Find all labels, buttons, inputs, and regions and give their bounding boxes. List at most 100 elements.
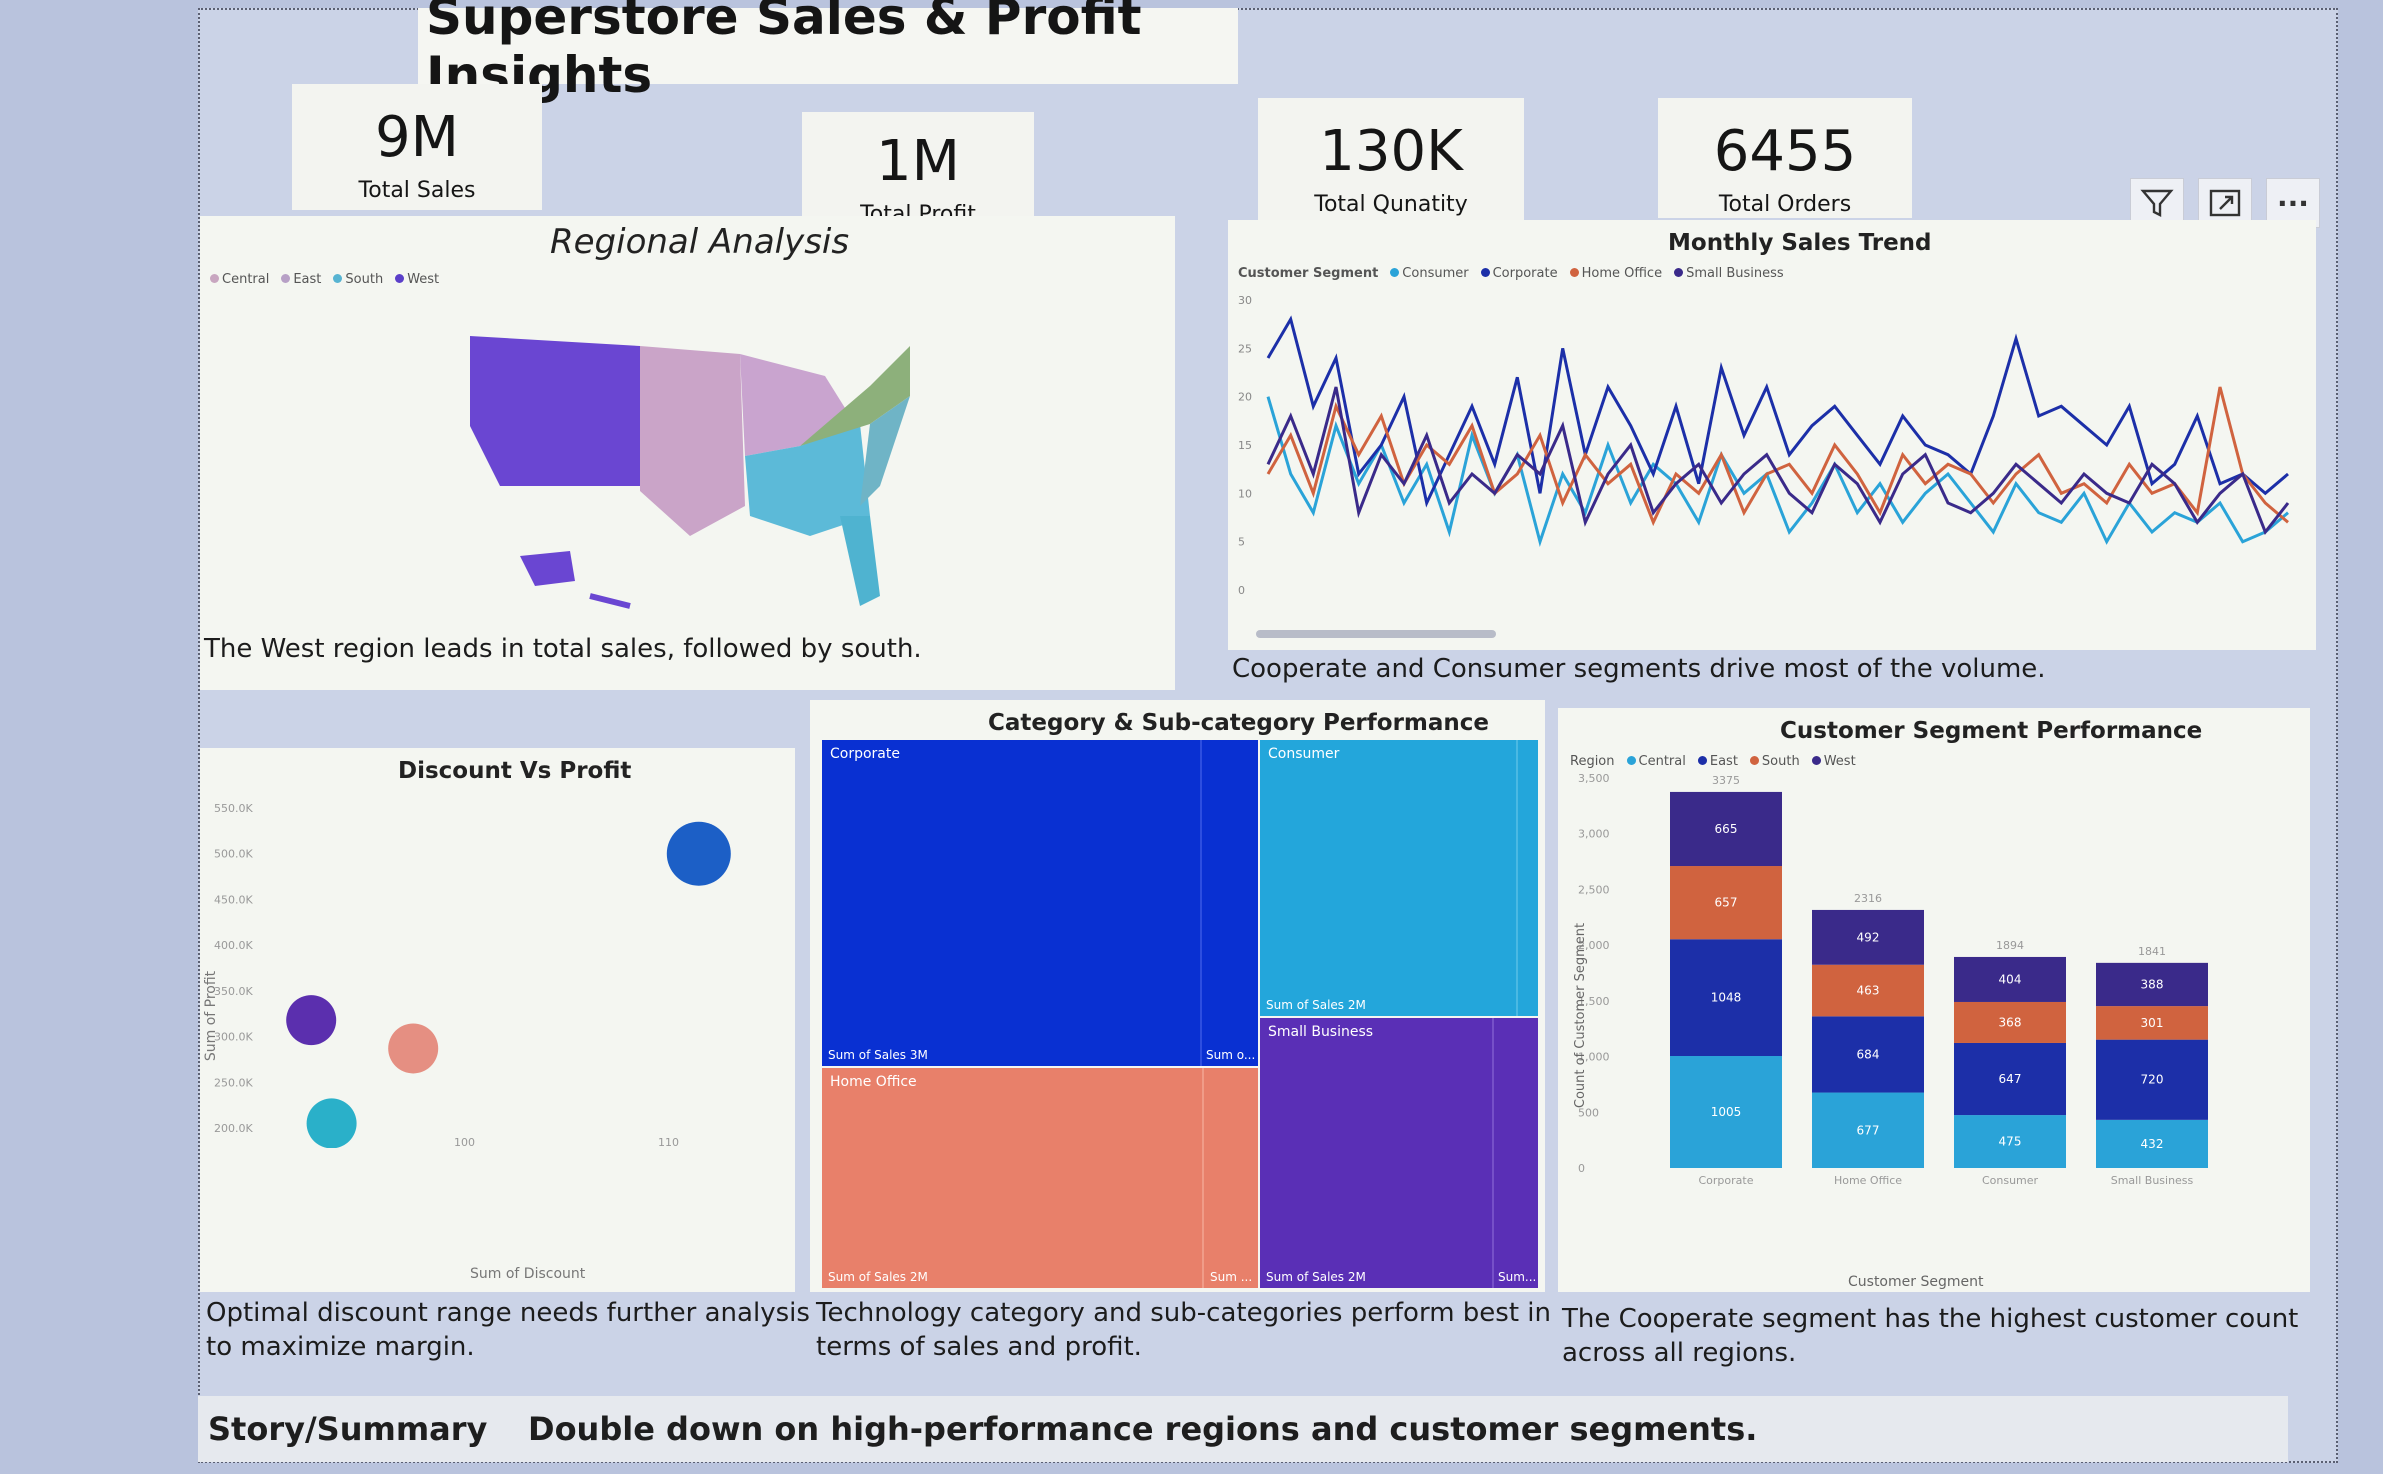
- treemap-tile-small-business[interactable]: Small Business Sum of Sales 2M Sum...: [1260, 1018, 1538, 1288]
- caption-line: to maximize margin.: [206, 1332, 475, 1362]
- bar-segment[interactable]: [1954, 1115, 2066, 1168]
- bar-segment[interactable]: [2096, 1006, 2208, 1040]
- bar-segment[interactable]: [2096, 1119, 2208, 1168]
- discount-profit-scatter[interactable]: 550.0K 500.0K 450.0K 400.0K 350.0K 300.0K 250.…: [200, 788, 795, 1148]
- y-tick-label: 20: [1238, 391, 1252, 404]
- tile-value: Sum of Sales 2M: [828, 1270, 928, 1284]
- legend-item-east[interactable]: East: [281, 272, 321, 287]
- bar-segment[interactable]: [1954, 1001, 2066, 1043]
- bar-data-label: 432: [2141, 1137, 2164, 1151]
- scatter-point[interactable]: [388, 1023, 439, 1074]
- bar-segment[interactable]: [2096, 1039, 2208, 1120]
- bar-segment[interactable]: [1812, 909, 1924, 965]
- legend-item-south[interactable]: South: [1749, 754, 1800, 769]
- y-tick-label: 1,000: [1578, 1051, 1610, 1064]
- legend-item-east[interactable]: East: [1697, 754, 1738, 769]
- regional-caption: The West region leads in total sales, fo…: [204, 634, 922, 664]
- series-line-corporate[interactable]: [1266, 315, 2289, 508]
- story-label: Story/Summary: [208, 1410, 488, 1448]
- bar-segment[interactable]: [1812, 1016, 1924, 1093]
- bar-segment[interactable]: [1670, 791, 1782, 867]
- tile-value: Sum of Sales 2M: [1266, 1270, 1366, 1284]
- scatter-ylabel: Sum of Profit: [203, 970, 220, 1062]
- discount-profit-panel: Discount Vs Profit 550.0K 500.0K 450.0K 400…: [200, 748, 795, 1292]
- y-tick-label: 450.0K: [214, 893, 253, 906]
- regional-title: Regional Analysis: [550, 222, 850, 262]
- kpi-card-total-quantity: 130K Total Qunatity: [1258, 98, 1524, 220]
- legend-item-consumer[interactable]: Consumer: [1390, 266, 1469, 281]
- x-tick-label: 110: [658, 1136, 679, 1148]
- scatter-point[interactable]: [286, 995, 337, 1046]
- y-tick-label: 200.0K: [214, 1122, 253, 1135]
- treemap-tile-consumer[interactable]: Consumer Sum of Sales 2M: [1260, 740, 1538, 1016]
- bar-segment[interactable]: [1954, 956, 2066, 1002]
- treemap-tile-corporate[interactable]: Corporate Sum of Sales 3M Sum o...: [822, 740, 1258, 1066]
- legend-item-west[interactable]: West: [1811, 754, 1856, 769]
- kpi-card-total-orders: 6455 Total Orders: [1658, 98, 1912, 218]
- legend-item-south[interactable]: South: [333, 272, 383, 287]
- y-tick-label: 3,500: [1578, 772, 1610, 785]
- bar-total-label: 3375: [1712, 774, 1740, 787]
- x-category-label: Consumer: [1982, 1174, 2039, 1187]
- legend-item-small-business[interactable]: Small Business: [1674, 266, 1784, 281]
- segment-stacked-bar-chart[interactable]: 3,500 3,000 2,500 2,000 1,500 1,000 500 0 1005 10…: [1558, 768, 2310, 1188]
- bar-data-label: 657: [1715, 896, 1738, 910]
- y-tick-label: 5: [1238, 536, 1245, 549]
- kpi-value: 130K: [1319, 119, 1463, 184]
- chart-scrollbar[interactable]: [1256, 630, 1496, 638]
- y-tick-label: 15: [1238, 439, 1252, 452]
- legend-item-central[interactable]: Central: [210, 272, 269, 287]
- segment-caption: The Cooperate segment has the highest cu…: [1562, 1302, 2298, 1370]
- tile-sub-value: Sum ...: [1210, 1270, 1253, 1284]
- scatter-point[interactable]: [306, 1098, 357, 1148]
- scatter-point[interactable]: [666, 821, 731, 886]
- bar-segment[interactable]: [2096, 962, 2208, 1007]
- treemap-tile-home-office[interactable]: Home Office Sum of Sales 2M Sum ...: [822, 1068, 1258, 1288]
- bar-data-label: 475: [1999, 1135, 2022, 1149]
- scatter-xlabel: Sum of Discount: [470, 1266, 586, 1282]
- kpi-value: 9M: [375, 105, 459, 170]
- treemap-panel: Category & Sub-category Performance Corp…: [810, 700, 1545, 1292]
- monthly-trend-chart[interactable]: 30 25 20 15 10 5 0: [1228, 290, 2316, 620]
- trend-caption: Cooperate and Consumer segments drive mo…: [1232, 654, 2046, 684]
- kpi-label: Total Orders: [1718, 192, 1852, 217]
- x-category-label: Corporate: [1699, 1174, 1754, 1187]
- y-tick-label: 250.0K: [214, 1076, 253, 1089]
- caption-line: terms of sales and profit.: [816, 1332, 1142, 1362]
- regional-legend: Central East South West: [210, 272, 439, 287]
- more-options-icon: ···: [2277, 186, 2309, 220]
- bar-segment[interactable]: [1670, 939, 1782, 1057]
- bar-total-label: 2316: [1854, 892, 1882, 905]
- story-text: Double down on high-performance regions …: [528, 1410, 1758, 1448]
- legend-item-corporate[interactable]: Corporate: [1480, 266, 1558, 281]
- y-tick-label: 400.0K: [214, 939, 253, 952]
- series-line-small-business[interactable]: [1266, 386, 2290, 535]
- bar-data-label: 301: [2141, 1016, 2164, 1030]
- legend-item-home-office[interactable]: Home Office: [1569, 266, 1662, 281]
- y-tick-label: 300.0K: [214, 1031, 253, 1044]
- filter-icon: [2140, 189, 2174, 217]
- regional-analysis-panel: Regional Analysis Central East South Wes…: [200, 216, 1175, 690]
- y-tick-label: 550.0K: [214, 802, 253, 815]
- legend-item-central[interactable]: Central: [1626, 754, 1686, 769]
- y-tick-label: 350.0K: [214, 985, 253, 998]
- treemap-title: Category & Sub-category Performance: [988, 710, 1490, 736]
- series-line-home-office[interactable]: [1266, 386, 2289, 527]
- series-line-consumer[interactable]: [1266, 396, 2289, 547]
- bar-segment[interactable]: [1670, 1056, 1782, 1168]
- caption-line: The Cooperate segment has the highest cu…: [1562, 1304, 2299, 1334]
- bar-segment[interactable]: [1954, 1042, 2066, 1116]
- treemap-caption: Technology category and sub-categories p…: [816, 1296, 1551, 1364]
- bar-segment[interactable]: [1812, 1092, 1924, 1168]
- bar-segment[interactable]: [1812, 964, 1924, 1017]
- y-tick-label: 1,500: [1578, 995, 1610, 1008]
- legend-label: Region: [1570, 754, 1615, 769]
- caption-line: Technology category and sub-categories p…: [816, 1298, 1551, 1328]
- more-options-button[interactable]: ···: [2266, 178, 2320, 228]
- caption-line: Optimal discount range needs further ana…: [206, 1298, 810, 1328]
- us-region-map[interactable]: [440, 306, 960, 616]
- legend-label: Customer Segment: [1238, 266, 1379, 281]
- bar-data-label: 368: [1999, 1015, 2022, 1029]
- legend-item-west[interactable]: West: [395, 272, 439, 287]
- bar-segment[interactable]: [1670, 866, 1782, 940]
